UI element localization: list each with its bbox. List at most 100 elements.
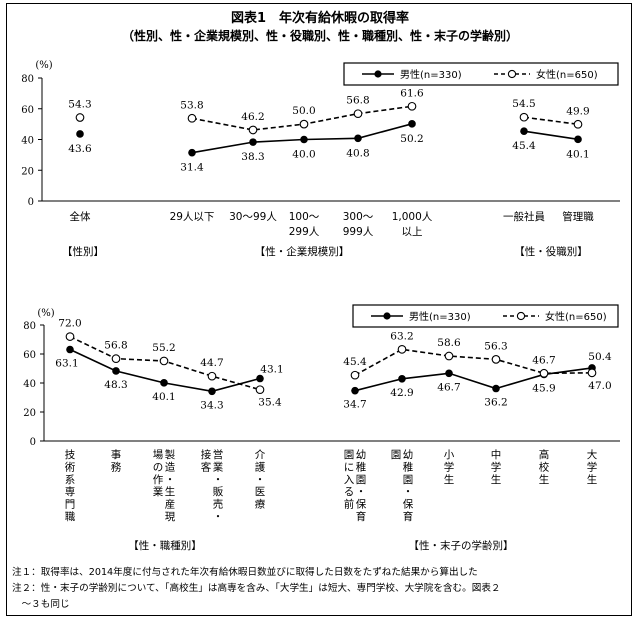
- bottom-group-0-female-data-label: 72.0: [58, 318, 81, 330]
- bottom-group-1-female-data-label: 47.0: [588, 380, 611, 392]
- top-group-1-female-data-label: 46.2: [241, 111, 264, 123]
- bottom-group-1-category-label: 幼稚園・保育園に入る前: [344, 448, 367, 523]
- bottom-group-0-female-data-label: 56.8: [104, 340, 127, 352]
- top-group-0-category-label: 全体: [70, 210, 91, 223]
- note-1: 注１：取得率は、2014年度に付与された年次有給休暇日数並びに取得した日数をたず…: [12, 566, 478, 578]
- top-group-1-category-label: 29人以下: [170, 211, 215, 223]
- bottom-group-1-male-point: [398, 374, 406, 383]
- bottom-group-0-male-point: [256, 374, 264, 383]
- bottom-group-0-category-label: 事務: [111, 448, 122, 473]
- top-group-2-female-point: [573, 119, 583, 129]
- bottom-y-tick-label: 20: [23, 408, 36, 419]
- bottom-group-1-category-label: 中学生: [491, 448, 502, 486]
- bottom-group-0-male-point: [112, 367, 120, 375]
- top-y-tick-label: 40: [21, 136, 34, 147]
- bottom-legend-box: [352, 304, 619, 328]
- top-group-0-group-label: 【性別】: [62, 245, 104, 258]
- bottom-group-1-female-point: [350, 370, 360, 380]
- bottom-group-1-female-data-label: 58.6: [437, 337, 461, 349]
- top-group-1-male-point: [188, 148, 196, 157]
- bottom-group-1-male-data-label: 34.7: [343, 399, 366, 411]
- top-group-2-male-point: [574, 135, 582, 144]
- bottom-panel: 0 20 40 60 80(%) 男性(n=330) 女性(n=650) 63.1 48.3 40…: [23, 304, 620, 552]
- bottom-group-1-female-data-label: 56.3: [484, 340, 507, 352]
- bottom-group-1-male-point: [351, 386, 359, 395]
- top-legend-male-marker: [374, 70, 382, 78]
- figure-frame: [6, 3, 632, 616]
- bottom-y-tick-label: 0: [30, 437, 36, 448]
- bottom-group-1-male-point: [492, 384, 500, 393]
- top-group-2-male-data-label: 45.4: [512, 140, 536, 152]
- top-group-1-female-point: [248, 125, 258, 135]
- bottom-group-0-male-point: [66, 345, 74, 354]
- top-group-1-female-point: [353, 109, 363, 119]
- bottom-group-0-female-data-label: 35.4: [258, 397, 282, 409]
- top-y-tick-label: 80: [21, 74, 34, 85]
- bottom-group-1-female-point: [444, 351, 454, 361]
- bottom-group-1-female-data-label: 45.4: [343, 356, 367, 368]
- top-group-1-female-point: [407, 101, 417, 111]
- bottom-group-0-female-data-label: 44.7: [200, 357, 223, 369]
- chart-subtitle: （性別、性・企業規模別、性・役職別、性・職種別、性・末子の学齢別）: [122, 28, 518, 43]
- bottom-group-1-female-point: [539, 368, 549, 378]
- bottom-group-1-category-label: 高校生: [539, 448, 550, 486]
- bottom-y-tick-label: 80: [23, 321, 36, 332]
- top-group-1-male-data-label: 31.4: [180, 162, 204, 174]
- bottom-group-1-category-label: 大学生: [587, 448, 598, 486]
- top-group-1-group-label: 【性・企業規模別】: [255, 245, 350, 258]
- top-group-2-male-line: [523, 130, 579, 141]
- bottom-group-1-male-point: [445, 369, 453, 378]
- bottom-group-0-female-point: [159, 356, 169, 366]
- bottom-group-0-female-point: [255, 385, 265, 395]
- bottom-y-tick-label: 60: [23, 350, 36, 361]
- bottom-group-0-male-data-label: 43.1: [260, 364, 283, 376]
- top-group-1-category-label: 30～99人: [229, 211, 277, 223]
- top-group-1-male-point: [300, 135, 308, 144]
- top-group-1-category-label: 999人: [343, 226, 374, 238]
- bottom-group-1-female-data-label: 63.2: [390, 330, 413, 342]
- bottom-group-0-female-point: [207, 371, 217, 381]
- bottom-group-0-male-point: [160, 379, 168, 387]
- bottom-group-0-category-label: 介護・医療: [255, 449, 266, 511]
- top-group-1-category-label: 以上: [402, 226, 423, 238]
- bottom-group-1-female-line: [354, 348, 593, 376]
- top-group-1-female-data-label: 53.8: [180, 99, 203, 111]
- top-group-1-category-label: 300～: [343, 211, 374, 223]
- bottom-group-1-male-line: [354, 367, 593, 392]
- top-group-1-male-point: [408, 120, 416, 128]
- bottom-group-1-male-data-label: 46.7: [437, 381, 460, 393]
- top-group-1-category-label: 1,000人: [392, 211, 433, 223]
- top-panel: 0 20 40 60 80(%) 男性(n=330) 女性(n=650) 43.6 54.3 全体…: [21, 60, 620, 258]
- top-group-0-female-point: [75, 113, 85, 122]
- top-group-0-female-data-label: 54.3: [68, 99, 91, 111]
- top-group-2-female-data-label: 49.9: [566, 105, 589, 117]
- bottom-group-0-category-label: 技術系専門職: [65, 448, 76, 523]
- bottom-y-tick-label: 40: [23, 379, 36, 390]
- note-2: 注２：性・末子の学齢別について、「高校生」は高専を含み、「大学生」は短大、専門学…: [12, 582, 501, 594]
- bottom-legend-female-marker: [516, 311, 526, 321]
- top-group-1-female-point: [187, 113, 197, 123]
- top-y-tick-label: 60: [21, 105, 34, 116]
- top-group-1-category-label: 100～: [289, 211, 320, 223]
- bottom-group-0-category-label: 営業・販売・接客: [201, 448, 224, 523]
- top-group-1-male-point: [249, 138, 257, 146]
- top-group-2-female-line: [523, 116, 579, 126]
- bottom-group-1-male-data-label: 45.9: [532, 382, 555, 394]
- top-y-tick-label: 0: [28, 197, 34, 208]
- top-legend-female-marker: [507, 69, 517, 79]
- top-group-2-category-label: 管理職: [562, 210, 594, 223]
- top-group-2-male-data-label: 40.1: [566, 148, 589, 160]
- top-group-1-female-data-label: 61.6: [400, 87, 424, 99]
- bottom-group-0-male-data-label: 34.3: [200, 399, 223, 411]
- bottom-group-0-female-point: [111, 354, 121, 363]
- top-group-2-male-point: [520, 127, 528, 135]
- top-unit-label: (%): [35, 60, 52, 71]
- top-legend-female-label: 女性(n=650): [536, 68, 598, 81]
- top-y-tick-label: 20: [21, 166, 34, 177]
- top-group-1-male-data-label: 38.3: [241, 151, 264, 163]
- top-group-0-male-point: [76, 130, 84, 138]
- bottom-group-0-group-label: 【性・職種別】: [128, 539, 202, 552]
- bottom-group-1-male-data-label: 42.9: [390, 387, 413, 399]
- bottom-group-1-male-data-label: 50.4: [588, 351, 612, 363]
